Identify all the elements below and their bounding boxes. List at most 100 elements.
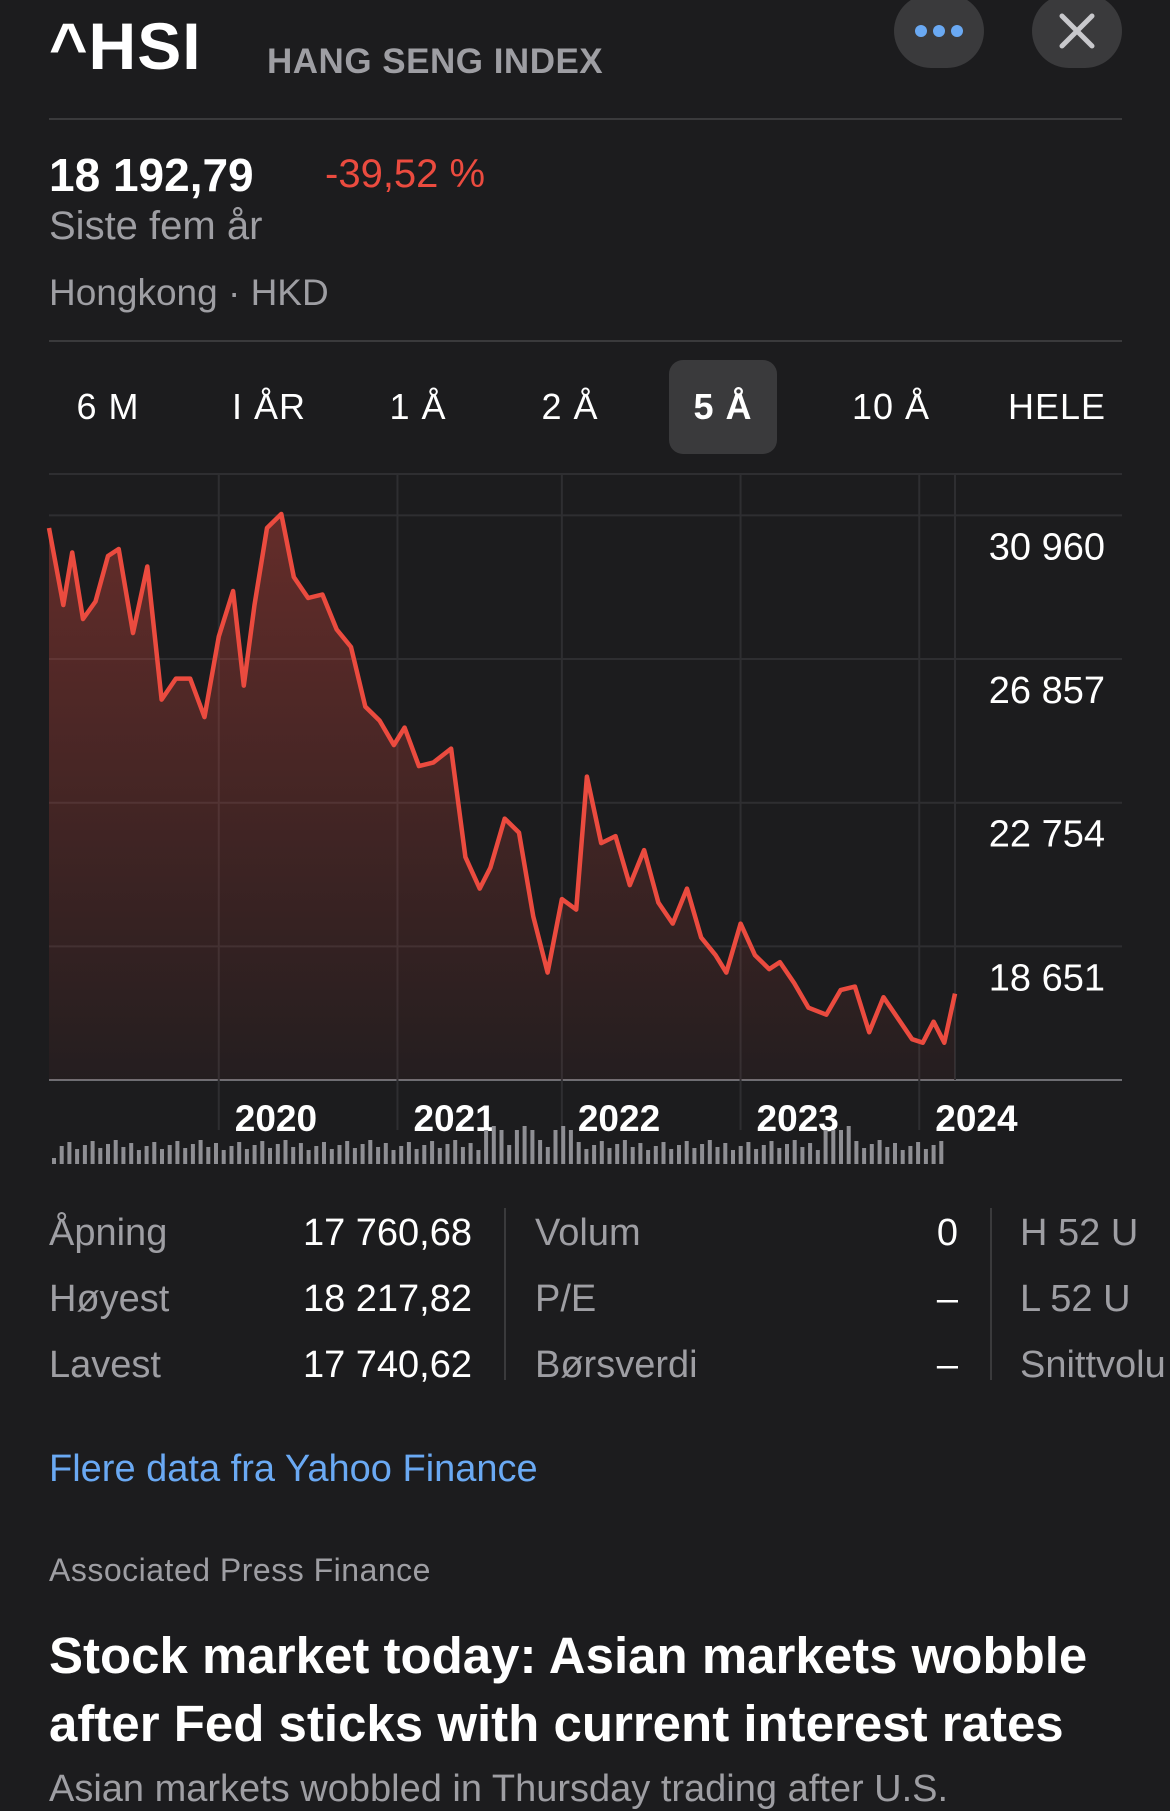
volume-bar [584,1149,589,1164]
volume-bar [329,1149,334,1164]
volume-bar [160,1149,164,1164]
volume-bars [52,1126,944,1164]
range-10y[interactable]: 10 Å [851,386,931,427]
range-all[interactable]: HELE [1007,386,1107,427]
volume-bar [869,1144,874,1164]
volume-bar [268,1148,272,1164]
volume-bar [221,1150,226,1164]
volume-bar [337,1145,342,1164]
price-change: -39,52 % [325,152,486,196]
volume-bar [113,1140,118,1164]
ellipsis-icon [915,25,963,37]
volume-bar [522,1126,527,1164]
y-tick-label: 30 960 [989,526,1105,568]
stat-value-marketcap: – [936,1344,958,1386]
volume-bar [646,1150,651,1164]
volume-bar [167,1145,172,1164]
stats-divider [504,1208,506,1380]
volume-bar [731,1150,735,1164]
y-tick-label: 18 651 [989,957,1105,999]
volume-bar [815,1150,820,1164]
volume-bar [198,1140,203,1164]
x-axis: 2020 2021 2022 2023 2024 [235,1098,1018,1139]
volume-bar [777,1148,782,1164]
range-ytd[interactable]: I ÅR [231,386,306,427]
volume-bar [792,1140,797,1164]
stat-label-pe: P/E [535,1278,597,1320]
y-axis: 30 960 26 857 22 754 18 651 [989,526,1105,999]
volume-bar [723,1143,728,1164]
volume-bar [615,1144,620,1164]
volume-bar [67,1142,72,1164]
volume-bar [769,1141,774,1164]
volume-bar [514,1130,519,1164]
volume-bar [414,1149,419,1164]
volume-bar [75,1149,80,1164]
volume-bar [298,1143,303,1164]
volume-bar [677,1145,681,1164]
volume-bar [939,1141,944,1164]
volume-bar [854,1141,859,1164]
volume-bar [553,1130,558,1164]
volume-bar [52,1158,56,1164]
stat-value-low: 17 740,62 [302,1344,472,1386]
y-tick-label: 26 857 [989,670,1105,712]
volume-bar [383,1143,388,1164]
range-1y[interactable]: 1 Å [389,386,447,427]
x-tick-label: 2024 [935,1098,1018,1139]
range-5y[interactable]: 5 Å [669,360,777,454]
volume-bar [707,1140,712,1164]
range-6m[interactable]: 6 M [76,386,140,427]
volume-bar [499,1130,504,1164]
stats-divider [990,1208,992,1380]
volume-bar [669,1149,674,1164]
volume-bar [484,1130,489,1164]
volume-bar [893,1143,897,1164]
volume-bar [653,1146,658,1164]
more-button[interactable] [894,0,984,68]
yahoo-finance-link[interactable]: Flere data fra Yahoo Finance [49,1448,538,1490]
news-source: Associated Press Finance [49,1552,431,1588]
volume-bar [136,1150,141,1164]
volume-bar [885,1147,890,1164]
volume-bar [460,1147,465,1164]
volume-bar [530,1130,535,1164]
volume-bar [923,1149,928,1164]
volume-bar [453,1140,458,1164]
volume-bar [422,1145,427,1164]
volume-bar [129,1143,134,1164]
volume-bar [430,1141,435,1164]
volume-bar [599,1141,604,1164]
exchange-label: Hongkong · HKD [49,272,329,313]
x-tick-label: 2020 [235,1098,317,1139]
range-2y[interactable]: 2 Å [541,386,599,427]
current-price: 18 192,79 [49,149,254,201]
volume-bar [244,1149,249,1164]
stat-label-low: Lavest [49,1344,161,1386]
volume-bar [491,1126,496,1164]
volume-bar [237,1142,242,1164]
stat-value-pe: – [936,1278,958,1320]
volume-bar [592,1145,597,1164]
volume-bar [183,1148,188,1164]
volume-bar [877,1140,882,1164]
volume-bar [90,1141,95,1164]
volume-bar [622,1140,627,1164]
volume-bar [59,1146,64,1164]
volume-bar [152,1142,157,1164]
price-chart[interactable]: 30 960 26 857 22 754 18 651 2020 2021 2022 202… [0,470,1170,1170]
close-button[interactable] [1032,0,1122,68]
period-label: Siste fem år [49,204,263,248]
news-headline[interactable]: Stock market today: Asian markets wobble… [49,1627,1088,1752]
volume-bar [306,1150,311,1164]
volume-bar [561,1126,566,1164]
index-name: HANG SENG INDEX [267,42,604,81]
volume-bar [607,1148,612,1164]
volume-bar [931,1145,936,1164]
volume-bar [252,1145,257,1164]
stat-label-open: Åpning [49,1212,168,1254]
volume-bar [746,1142,751,1164]
volume-bar [206,1147,211,1164]
volume-bar [368,1140,373,1164]
volume-bar [399,1146,404,1164]
